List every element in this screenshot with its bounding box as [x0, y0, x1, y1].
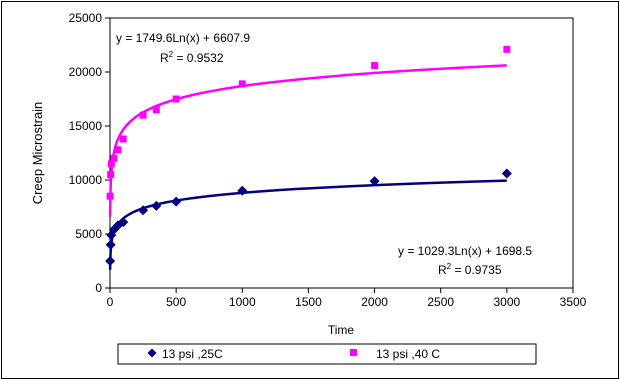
x-axis: 0 500 1000 1500 2000 2500 3000 3500 — [107, 288, 587, 309]
data-point — [501, 168, 512, 179]
x-axis-label: Time — [328, 323, 355, 337]
x-tick-label: 1500 — [295, 295, 322, 309]
x-tick-label: 3500 — [560, 295, 587, 309]
legend-marker-series-2 — [350, 349, 357, 356]
y-tick-label: 25000 — [69, 11, 103, 25]
y-tick-label: 0 — [95, 281, 102, 295]
data-point — [107, 160, 115, 168]
legend-label-series-2: 13 psi ,40 C — [376, 347, 440, 361]
data-point — [107, 171, 115, 179]
data-point — [172, 95, 180, 103]
trendline-series-2 — [108, 64, 507, 217]
legend-box — [117, 343, 537, 365]
y-tick-label: 10000 — [69, 173, 103, 187]
r2-label-series-2: R2 = 0.9532 — [160, 50, 224, 65]
equation-label-series-1: y = 1029.3Ln(x) + 1698.5 — [398, 244, 532, 258]
r2-label-series-1: R2 = 0.9735 — [438, 262, 502, 277]
data-point — [369, 176, 380, 187]
data-point — [151, 200, 162, 211]
data-point — [503, 45, 511, 53]
trendline-label-series-2: y = 1749.6Ln(x) + 6607.9 R2 = 0.9532 — [116, 31, 250, 65]
series-2 — [106, 45, 511, 217]
y-tick-label: 15000 — [69, 119, 103, 133]
equation-label-series-2: y = 1749.6Ln(x) + 6607.9 — [116, 31, 250, 45]
x-tick-label: 1000 — [229, 295, 256, 309]
x-tick-label: 0 — [107, 295, 114, 309]
data-point — [106, 192, 114, 200]
data-point — [105, 239, 116, 250]
series-1 — [105, 168, 512, 270]
trendline-label-series-1: y = 1029.3Ln(x) + 1698.5 R2 = 0.9735 — [398, 244, 532, 277]
x-tick-label: 2500 — [427, 295, 454, 309]
x-tick-label: 500 — [166, 295, 186, 309]
data-point — [114, 146, 122, 154]
y-tick-label: 5000 — [75, 227, 102, 241]
legend-label-series-1: 13 psi ,25C — [162, 347, 223, 361]
data-point — [238, 80, 246, 88]
data-point — [110, 154, 118, 162]
series-layer — [105, 45, 512, 270]
data-point — [139, 111, 147, 119]
data-point — [237, 185, 248, 196]
data-point — [138, 205, 149, 216]
data-point — [105, 256, 116, 266]
data-point — [371, 62, 379, 70]
legend: 13 psi ,25C 13 psi ,40 C — [117, 343, 537, 365]
x-tick-label: 3000 — [494, 295, 521, 309]
data-point — [152, 106, 160, 114]
y-axis: 0 5000 10000 15000 20000 25000 — [69, 11, 110, 295]
data-point — [118, 217, 129, 228]
y-tick-label: 20000 — [69, 65, 103, 79]
data-point — [119, 135, 127, 143]
x-tick-label: 2000 — [361, 295, 388, 309]
legend-marker-series-1 — [147, 348, 157, 358]
y-axis-label: Creep Microstrain — [30, 102, 45, 205]
plot-area — [109, 17, 574, 289]
data-point — [171, 196, 182, 207]
